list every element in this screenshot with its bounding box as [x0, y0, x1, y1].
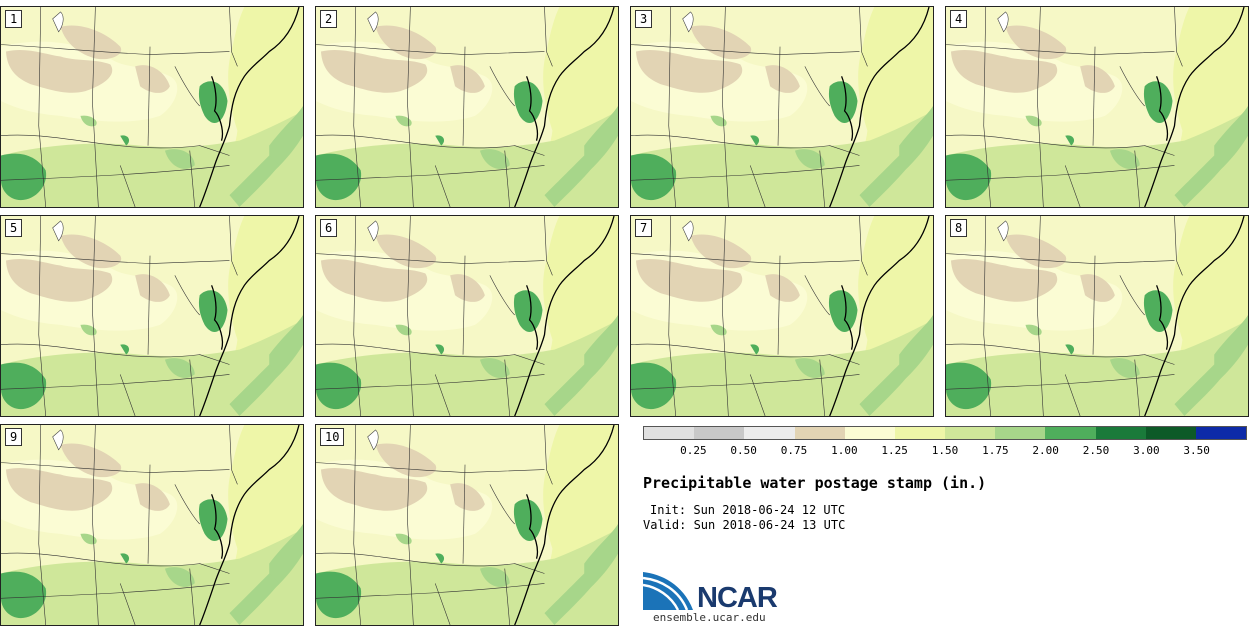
logo-url: ensemble.ucar.edu: [653, 611, 766, 624]
panel-number: 5: [5, 219, 23, 237]
valid-time: Valid: Sun 2018-06-24 13 UTC: [643, 518, 846, 532]
legend-tick-label: 0.75: [780, 444, 808, 457]
postage-stamp-panel: 9: [0, 424, 304, 626]
postage-stamp-panel: 10: [315, 424, 619, 626]
legend-swatch: [1145, 427, 1196, 439]
panel-number: 4: [950, 10, 968, 28]
legend-swatch: [945, 427, 996, 439]
legend-tick-label: 0.50: [730, 444, 757, 457]
panel-number: 10: [320, 428, 345, 446]
legend-swatch: [844, 427, 895, 439]
postage-stamp-panel: 7: [630, 215, 934, 417]
legend-ticks: 0.25 0.50 0.75 1.00 1.25 1.50 1.75 2.00 2.50 3.00…: [643, 444, 1247, 460]
legend-color-bar: [643, 426, 1247, 440]
panel-number: 6: [320, 219, 338, 237]
ncar-logo-icon: [643, 572, 693, 611]
postage-stamp-panel: 2: [315, 6, 619, 208]
legend-tick-label: 1.50: [931, 444, 959, 457]
precipitable-water-map: [316, 216, 618, 416]
precipitable-water-map: [631, 7, 933, 207]
precipitable-water-map: [316, 425, 618, 625]
postage-stamp-panel: 4: [945, 6, 1249, 208]
postage-stamp-panel: 3: [630, 6, 934, 208]
panel-number: 7: [635, 219, 653, 237]
legend-tick-label: 2.50: [1082, 444, 1110, 457]
legend-swatch: [995, 427, 1046, 439]
panel-number: 9: [5, 428, 23, 446]
legend-tick-label: 1.75: [982, 444, 1009, 457]
legend-tick-label: 1.00: [831, 444, 858, 457]
legend-swatch: [1095, 427, 1146, 439]
precipitable-water-map: [946, 216, 1248, 416]
panel-number: 8: [950, 219, 968, 237]
precipitable-water-map: [946, 7, 1248, 207]
precipitable-water-map: [631, 216, 933, 416]
panel-number: 2: [320, 10, 338, 28]
precipitable-water-map: [1, 7, 303, 207]
legend-swatch: [694, 427, 745, 439]
legend-tick-label: 2.00: [1032, 444, 1059, 457]
legend-tick-label: 3.00: [1133, 444, 1160, 457]
logo-wordmark: NCAR: [697, 582, 778, 614]
chart-title: Precipitable water postage stamp (in.): [643, 474, 987, 492]
legend-swatch: [1045, 427, 1096, 439]
postage-stamp-panel: 8: [945, 215, 1249, 417]
postage-stamp-panel: 1: [0, 6, 304, 208]
color-legend: 0.25 0.50 0.75 1.00 1.25 1.50 1.75 2.00 2.50 3.00…: [643, 426, 1247, 460]
legend-swatch: [794, 427, 845, 439]
legend-tick-label: 1.25: [881, 444, 908, 457]
init-time: Init: Sun 2018-06-24 12 UTC: [650, 503, 846, 517]
legend-tick-label: 0.25: [680, 444, 707, 457]
panel-number: 1: [5, 10, 23, 28]
panel-number: 3: [635, 10, 653, 28]
legend-swatch: [744, 427, 795, 439]
legend-swatch: [644, 427, 695, 439]
precipitable-water-map: [316, 7, 618, 207]
postage-stamp-panel: 5: [0, 215, 304, 417]
postage-stamp-panel: 6: [315, 215, 619, 417]
legend-swatch: [894, 427, 946, 439]
precipitable-water-map: [1, 425, 303, 625]
legend-swatch: [1195, 427, 1247, 439]
legend-tick-label: 3.50: [1183, 444, 1210, 457]
precipitable-water-map: [1, 216, 303, 416]
